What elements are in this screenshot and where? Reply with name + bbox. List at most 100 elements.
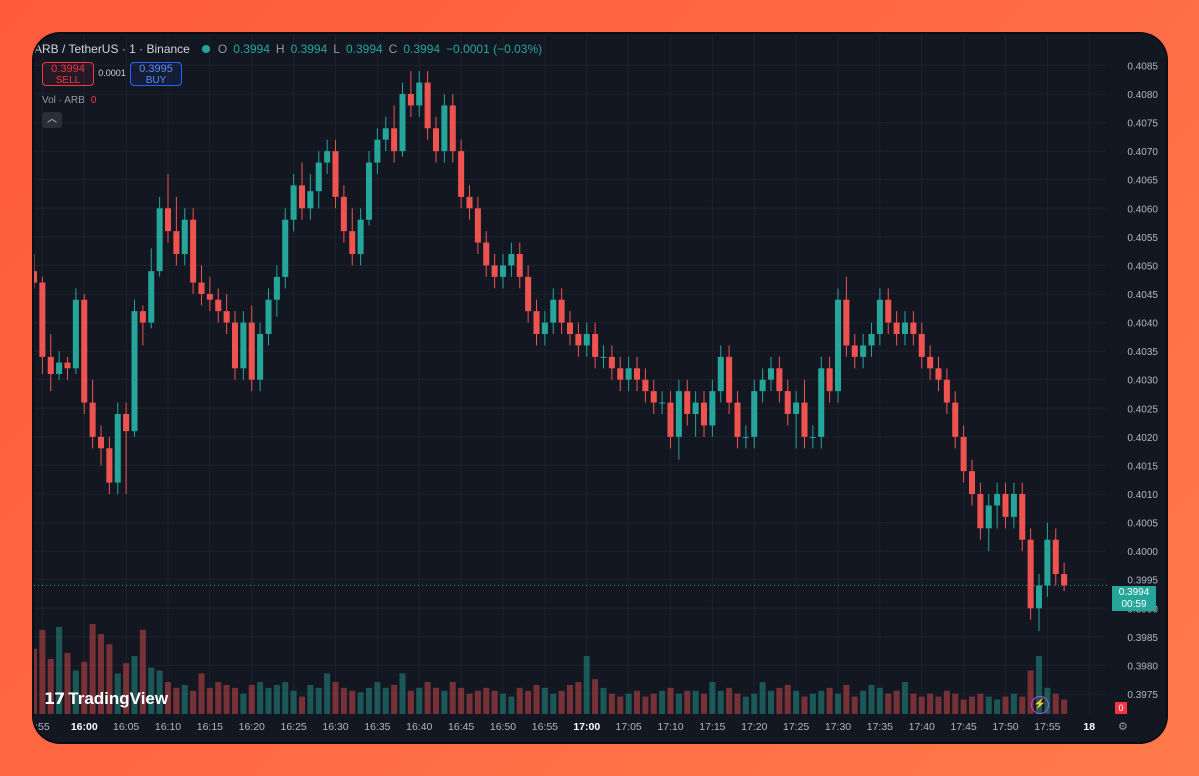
volume-bar <box>516 687 523 714</box>
candle-body <box>793 402 800 414</box>
gear-icon[interactable]: ⚙ <box>1118 721 1128 733</box>
volume-bar <box>617 696 624 714</box>
high-label: H <box>275 42 285 56</box>
volume-bar <box>332 682 339 714</box>
candle-body <box>340 196 347 232</box>
volume-bar <box>583 655 590 714</box>
volume-bar <box>901 682 909 714</box>
candle-body <box>1019 494 1026 540</box>
candle-body <box>240 322 247 369</box>
time-tick-label: 17:50 <box>992 721 1018 733</box>
candle-body <box>499 265 507 277</box>
buy-label: BUY <box>145 75 167 86</box>
candle-body <box>901 322 909 334</box>
symbol-title[interactable]: ARB / TetherUS · 1 · Binance <box>34 42 190 56</box>
candle-body <box>1044 539 1051 586</box>
volume-bar <box>315 687 322 714</box>
volume-bar <box>767 690 775 714</box>
candle-body <box>56 362 63 374</box>
candle-body <box>282 219 289 277</box>
candle-body <box>943 379 950 403</box>
candles <box>34 71 1068 632</box>
price-tick-label: 0.4075 <box>1127 119 1158 130</box>
price-tick-label: 0.3985 <box>1127 633 1158 644</box>
candle-body <box>952 402 959 437</box>
candle-body <box>583 334 590 346</box>
volume-bar <box>675 693 682 714</box>
buy-button[interactable]: 0.3995 BUY <box>130 62 182 86</box>
price-tick-label: 0.4085 <box>1127 61 1158 72</box>
candle-body <box>449 105 456 152</box>
volume-bar <box>466 693 473 714</box>
volume-bar <box>541 687 548 714</box>
candle-body <box>89 402 96 437</box>
volume-bar <box>566 684 574 714</box>
candle-body <box>633 368 641 380</box>
volume-bar <box>483 687 490 714</box>
time-tick-label: 16:25 <box>280 721 306 733</box>
candle-body <box>181 219 188 254</box>
volume-bar <box>600 687 607 714</box>
volume-bar <box>424 682 431 714</box>
volume-bar <box>968 696 976 714</box>
candle-body <box>977 494 984 529</box>
volume-bar <box>834 693 842 714</box>
volume-bar <box>391 684 398 714</box>
candle-body <box>575 334 582 346</box>
tv-logo-icon: 𝟭𝟳 <box>44 691 65 708</box>
volume-bar <box>759 682 766 714</box>
volume-bar <box>1019 696 1026 714</box>
volume-bars <box>34 624 1068 714</box>
candlestick-chart[interactable]: 0.4085 0.4080 0.4075 0.4070 0.4065 0.4060 0.40… <box>34 34 1166 742</box>
time-tick-label: 16:15 <box>197 721 223 733</box>
time-tick-label: 16:00 <box>71 721 98 733</box>
time-tick-label: 17:00 <box>573 721 600 733</box>
volume-bar <box>106 644 113 714</box>
volume-bar <box>868 684 875 714</box>
candle-body <box>324 151 331 163</box>
candle-body <box>667 402 674 437</box>
spread-value: 0.0001 <box>98 68 126 78</box>
volume-bar <box>349 690 356 714</box>
time-tick-label: 17:45 <box>950 721 976 733</box>
candle-body <box>1010 494 1017 517</box>
candle-body <box>307 191 314 209</box>
time-tick-label: 16:10 <box>155 721 181 733</box>
volume-bar <box>282 682 289 714</box>
candle-body <box>391 128 398 152</box>
volume-bar <box>700 693 708 714</box>
candle-body <box>776 368 783 392</box>
candle-body <box>72 299 79 369</box>
volume-bar <box>717 690 724 714</box>
time-tick-label: 17:05 <box>615 721 641 733</box>
volume-bar <box>793 690 800 714</box>
lightning-icon[interactable]: ⚡ <box>1031 696 1049 714</box>
candle-body <box>525 276 532 312</box>
candle-body <box>893 322 900 334</box>
price-tick-label: 0.4020 <box>1127 433 1158 444</box>
candle-body <box>566 322 574 334</box>
volume-bar <box>642 696 649 714</box>
volume-bar <box>123 663 130 714</box>
volume-bar <box>608 693 615 714</box>
tradingview-logo[interactable]: 𝟭𝟳 TradingView <box>44 689 168 709</box>
sell-button[interactable]: 0.3994 SELL <box>42 62 94 86</box>
bar-countdown: 00:59 <box>1121 599 1147 610</box>
candle-body <box>34 271 38 283</box>
volume-bar <box>952 693 959 714</box>
price-tick-label: 0.4000 <box>1127 547 1158 558</box>
candle-body <box>625 368 632 380</box>
volume-bar <box>960 699 967 714</box>
volume-bar <box>164 682 172 714</box>
volume-bar <box>751 693 758 714</box>
collapse-button[interactable]: ︿ <box>42 112 62 128</box>
time-tick-label: 16:45 <box>448 721 474 733</box>
time-tick-label: 16:35 <box>364 721 390 733</box>
volume-bar <box>441 690 448 714</box>
volume-bar <box>374 682 381 714</box>
volume-bar <box>709 682 716 714</box>
price-tick-label: 0.4070 <box>1127 147 1158 158</box>
price-tick-label: 0.4010 <box>1127 490 1158 501</box>
candle-body <box>215 299 222 312</box>
price-tick-label: 0.4045 <box>1127 290 1158 301</box>
